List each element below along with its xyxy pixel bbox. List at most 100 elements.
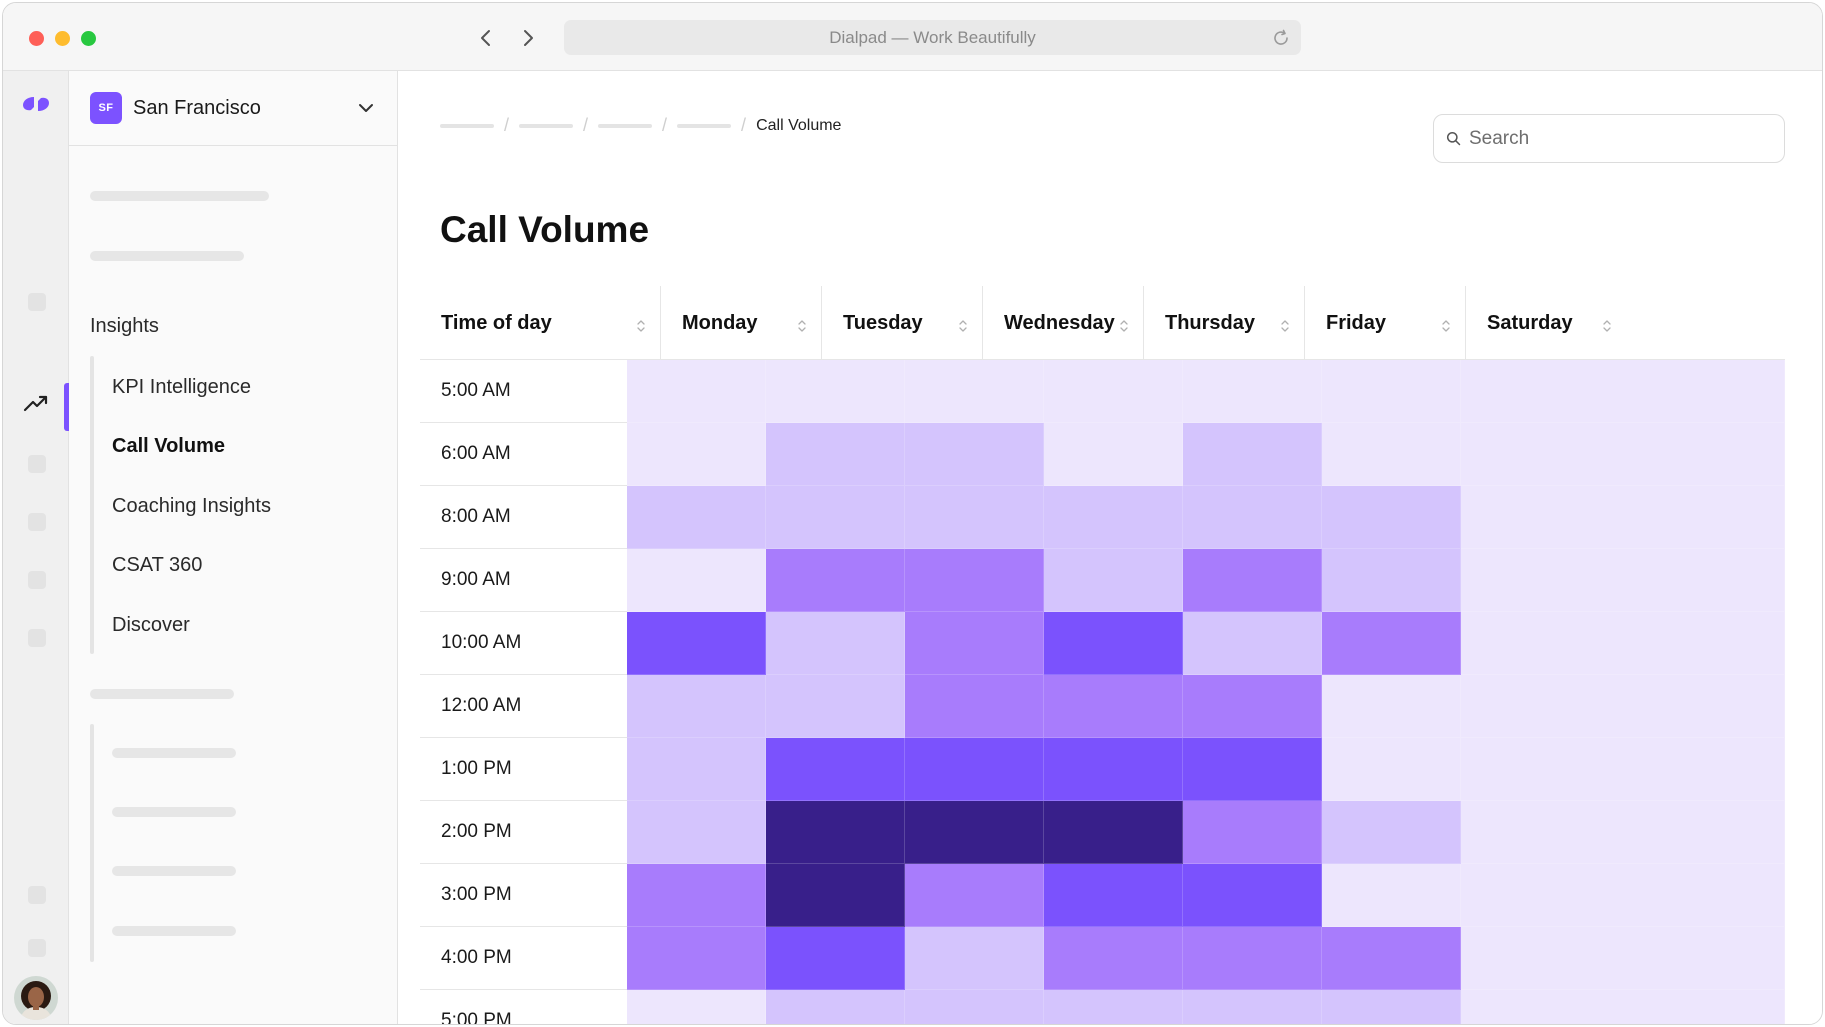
heatmap-cell[interactable] bbox=[1044, 927, 1183, 990]
column-header-friday[interactable]: Friday bbox=[1304, 286, 1465, 360]
heatmap-cell[interactable] bbox=[1322, 486, 1461, 549]
org-switcher[interactable]: SF San Francisco bbox=[69, 71, 397, 146]
heatmap-cell[interactable] bbox=[905, 675, 1044, 738]
heatmap-cell[interactable] bbox=[627, 990, 766, 1024]
heatmap-cell[interactable] bbox=[766, 738, 905, 801]
sort-icon[interactable] bbox=[958, 316, 968, 332]
heatmap-cell[interactable] bbox=[1322, 549, 1461, 612]
heatmap-cell[interactable] bbox=[1461, 423, 1785, 486]
heatmap-cell[interactable] bbox=[1183, 486, 1322, 549]
heatmap-cell[interactable] bbox=[905, 927, 1044, 990]
heatmap-cell[interactable] bbox=[1183, 864, 1322, 927]
heatmap-cell[interactable] bbox=[627, 486, 766, 549]
sort-icon[interactable] bbox=[1602, 316, 1612, 332]
heatmap-cell[interactable] bbox=[766, 549, 905, 612]
breadcrumb-placeholder[interactable] bbox=[440, 123, 494, 128]
search-box[interactable] bbox=[1433, 114, 1785, 163]
heatmap-cell[interactable] bbox=[1461, 864, 1785, 927]
column-header-monday[interactable]: Monday bbox=[660, 286, 821, 360]
heatmap-cell[interactable] bbox=[905, 990, 1044, 1024]
heatmap-cell[interactable] bbox=[627, 927, 766, 990]
heatmap-cell[interactable] bbox=[627, 549, 766, 612]
heatmap-cell[interactable] bbox=[905, 486, 1044, 549]
heatmap-cell[interactable] bbox=[1461, 360, 1785, 423]
rail-placeholder-icon[interactable] bbox=[28, 939, 46, 957]
heatmap-cell[interactable] bbox=[1044, 486, 1183, 549]
heatmap-cell[interactable] bbox=[1461, 486, 1785, 549]
sort-icon[interactable] bbox=[797, 316, 807, 332]
heatmap-cell[interactable] bbox=[905, 864, 1044, 927]
sidebar-item-coaching-insights[interactable]: Coaching Insights bbox=[112, 495, 271, 517]
search-input[interactable] bbox=[1469, 127, 1769, 150]
heatmap-cell[interactable] bbox=[627, 738, 766, 801]
rail-placeholder-icon[interactable] bbox=[28, 293, 46, 311]
heatmap-cell[interactable] bbox=[766, 486, 905, 549]
heatmap-cell[interactable] bbox=[627, 864, 766, 927]
heatmap-cell[interactable] bbox=[1044, 423, 1183, 486]
heatmap-cell[interactable] bbox=[1322, 927, 1461, 990]
heatmap-cell[interactable] bbox=[905, 738, 1044, 801]
heatmap-cell[interactable] bbox=[1183, 990, 1322, 1024]
sidebar-item-call-volume[interactable]: Call Volume bbox=[112, 435, 225, 457]
forward-arrow-icon[interactable] bbox=[516, 25, 540, 51]
heatmap-cell[interactable] bbox=[1461, 675, 1785, 738]
column-header-thursday[interactable]: Thursday bbox=[1143, 286, 1304, 360]
heatmap-cell[interactable] bbox=[766, 990, 905, 1024]
sort-icon[interactable] bbox=[636, 316, 646, 332]
heatmap-cell[interactable] bbox=[1183, 801, 1322, 864]
heatmap-cell[interactable] bbox=[627, 423, 766, 486]
heatmap-cell[interactable] bbox=[1183, 675, 1322, 738]
heatmap-cell[interactable] bbox=[766, 864, 905, 927]
heatmap-cell[interactable] bbox=[1322, 612, 1461, 675]
heatmap-cell[interactable] bbox=[1322, 360, 1461, 423]
heatmap-cell[interactable] bbox=[905, 423, 1044, 486]
user-avatar[interactable] bbox=[14, 976, 58, 1020]
heatmap-cell[interactable] bbox=[766, 612, 905, 675]
heatmap-cell[interactable] bbox=[766, 675, 905, 738]
heatmap-cell[interactable] bbox=[1322, 675, 1461, 738]
heatmap-cell[interactable] bbox=[1044, 549, 1183, 612]
heatmap-cell[interactable] bbox=[1461, 927, 1785, 990]
column-header-wednesday[interactable]: Wednesday bbox=[982, 286, 1143, 360]
heatmap-cell[interactable] bbox=[766, 927, 905, 990]
dialpad-logo-icon[interactable] bbox=[21, 93, 51, 115]
heatmap-cell[interactable] bbox=[1044, 360, 1183, 423]
heatmap-cell[interactable] bbox=[627, 612, 766, 675]
heatmap-cell[interactable] bbox=[1461, 801, 1785, 864]
reload-icon[interactable] bbox=[1271, 28, 1291, 48]
rail-placeholder-icon[interactable] bbox=[28, 455, 46, 473]
heatmap-cell[interactable] bbox=[905, 612, 1044, 675]
heatmap-cell[interactable] bbox=[1044, 675, 1183, 738]
heatmap-cell[interactable] bbox=[1183, 612, 1322, 675]
rail-placeholder-icon[interactable] bbox=[28, 513, 46, 531]
sort-icon[interactable] bbox=[1280, 316, 1290, 332]
trending-up-icon[interactable] bbox=[22, 393, 50, 415]
heatmap-cell[interactable] bbox=[627, 675, 766, 738]
heatmap-cell[interactable] bbox=[1322, 864, 1461, 927]
sidebar-item-discover[interactable]: Discover bbox=[112, 614, 190, 636]
heatmap-cell[interactable] bbox=[1183, 738, 1322, 801]
column-header-tuesday[interactable]: Tuesday bbox=[821, 286, 982, 360]
heatmap-cell[interactable] bbox=[627, 801, 766, 864]
sidebar-item-csat-360[interactable]: CSAT 360 bbox=[112, 554, 203, 576]
rail-placeholder-icon[interactable] bbox=[28, 571, 46, 589]
heatmap-cell[interactable] bbox=[766, 360, 905, 423]
sidebar-item-kpi-intelligence[interactable]: KPI Intelligence bbox=[112, 376, 251, 398]
address-bar[interactable]: Dialpad — Work Beautifully bbox=[564, 20, 1301, 55]
heatmap-cell[interactable] bbox=[1461, 549, 1785, 612]
heatmap-cell[interactable] bbox=[1183, 360, 1322, 423]
heatmap-cell[interactable] bbox=[766, 801, 905, 864]
heatmap-cell[interactable] bbox=[1044, 612, 1183, 675]
heatmap-cell[interactable] bbox=[1183, 927, 1322, 990]
heatmap-cell[interactable] bbox=[1322, 801, 1461, 864]
heatmap-cell[interactable] bbox=[1322, 738, 1461, 801]
heatmap-cell[interactable] bbox=[905, 360, 1044, 423]
heatmap-cell[interactable] bbox=[905, 549, 1044, 612]
breadcrumb-placeholder[interactable] bbox=[598, 123, 653, 128]
heatmap-cell[interactable] bbox=[1183, 423, 1322, 486]
maximize-window-button[interactable] bbox=[81, 31, 96, 46]
heatmap-cell[interactable] bbox=[1461, 738, 1785, 801]
breadcrumb-placeholder[interactable] bbox=[677, 123, 732, 128]
close-window-button[interactable] bbox=[29, 31, 44, 46]
heatmap-cell[interactable] bbox=[1044, 738, 1183, 801]
